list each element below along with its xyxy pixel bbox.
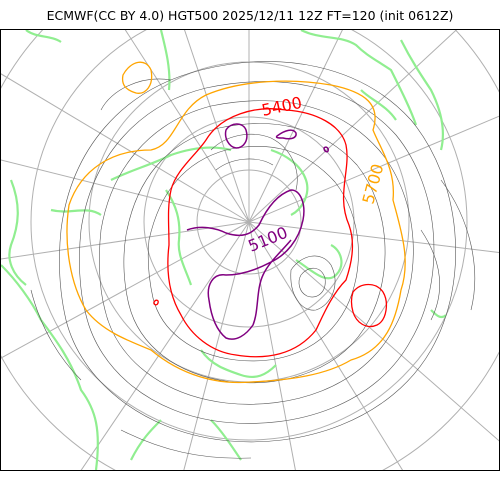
map-canvas: 5400 5700 5100 xyxy=(1,30,499,470)
map-frame: 5400 5700 5100 xyxy=(0,29,500,471)
height-contours xyxy=(30,61,476,459)
label-5400: 5400 xyxy=(260,93,304,120)
coastlines xyxy=(1,30,447,470)
map-title: ECMWF(CC BY 4.0) HGT500 2025/12/11 12Z F… xyxy=(46,8,454,23)
label-5700: 5700 xyxy=(359,162,388,206)
graticule xyxy=(1,30,499,470)
contour-5100 xyxy=(186,123,329,340)
contour-5400 xyxy=(153,108,388,358)
contour-5700 xyxy=(66,61,406,384)
